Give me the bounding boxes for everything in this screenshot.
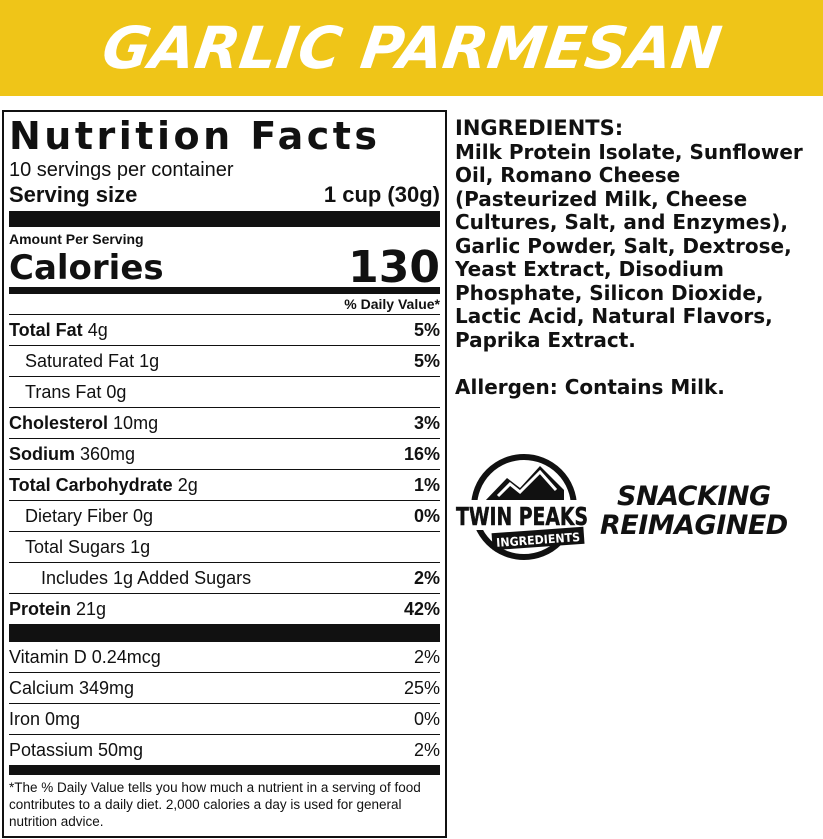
twin-peaks-logo: TWIN PEAKS INGREDIENTS	[454, 454, 590, 560]
nutrient-amount: 21g	[76, 599, 107, 619]
amount-per-serving: Amount Per Serving	[9, 231, 144, 247]
nutrient-name: Total Sugars	[25, 537, 126, 557]
logo-text-2: INGREDIENTS	[496, 530, 581, 550]
tagline-line-1: SNACKING	[617, 481, 771, 512]
servings-per-container: 10 servings per container	[9, 159, 234, 181]
nutrient-name: Sodium	[9, 444, 75, 464]
nutrient-name: Includes 1g Added Sugars	[41, 568, 252, 588]
flavor-title: GARLIC PARMESAN	[97, 14, 726, 82]
nutrient-amount: 10mg	[113, 413, 159, 433]
nutrient-daily-value: 5%	[413, 351, 440, 371]
nutrient-row: Trans Fat 0g	[9, 377, 440, 408]
vitamin-label: Calcium 349mg	[9, 678, 135, 698]
divider-medium	[9, 765, 440, 775]
calories-value: 130	[348, 242, 440, 293]
logo-text-1: TWIN PEAKS	[456, 502, 588, 531]
nutrient-amount: 4g	[87, 320, 108, 340]
nutrient-amount: 2g	[177, 475, 198, 495]
nutrient-amount: 0g	[133, 506, 154, 526]
serving-size-value: 1 cup (30g)	[323, 182, 440, 207]
nutrient-amount: 360mg	[80, 444, 136, 464]
nutrient-label: Total Fat 4g	[9, 315, 108, 345]
calories-label: Calories	[9, 248, 164, 288]
ingredients-heading: INGREDIENTS:	[455, 116, 624, 140]
serving-size: Serving size 1 cup (30g)	[9, 182, 440, 211]
nutrition-title: Nutrition Facts	[9, 114, 381, 158]
vitamin-daily-value: 2%	[413, 740, 440, 760]
nutrient-daily-value: 42%	[403, 599, 440, 619]
nutrient-label: Includes 1g Added Sugars	[9, 563, 251, 593]
vitamin-daily-value: 2%	[413, 647, 440, 667]
vitamin-label: Vitamin D 0.24mcg	[9, 647, 161, 667]
ingredients-text: Milk Protein Isolate, Sunflower Oil, Rom…	[455, 139, 803, 352]
nutrient-name: Cholesterol	[9, 413, 109, 433]
divider-medium	[9, 287, 440, 294]
nutrient-label: Total Sugars 1g	[9, 532, 150, 562]
calories-row: Calories 130	[9, 242, 440, 293]
nutrient-row: Total Carbohydrate 2g 1%	[9, 470, 440, 501]
nutrient-label: Dietary Fiber 0g	[9, 501, 153, 531]
nutrient-row: Protein 21g 42%	[9, 594, 440, 624]
nutrient-name: Trans Fat	[25, 382, 102, 402]
nutrient-row: Includes 1g Added Sugars 2%	[9, 563, 440, 594]
nutrient-label: Trans Fat 0g	[9, 377, 126, 407]
nutrient-name: Dietary Fiber	[25, 506, 129, 526]
vitamin-row: Calcium 349mg 25%	[9, 673, 440, 704]
flavor-banner: GARLIC PARMESAN	[0, 0, 823, 96]
vitamin-row: Iron 0mg 0%	[9, 704, 440, 735]
vitamin-daily-value: 0%	[413, 709, 440, 729]
serving-size-label: Serving size	[9, 182, 138, 207]
tagline: SNACKING REIMAGINED	[600, 482, 788, 540]
nutrient-label: Protein 21g	[9, 594, 106, 624]
nutrition-facts-panel: Nutrition Facts 10 servings per containe…	[2, 110, 447, 838]
tagline-line-2: REIMAGINED	[600, 510, 788, 541]
nutrient-row: Saturated Fat 1g 5%	[9, 346, 440, 377]
divider-thick	[9, 624, 440, 642]
allergen-statement: Allergen: Contains Milk.	[455, 375, 725, 399]
nutrient-daily-value: 1%	[413, 475, 440, 495]
nutrient-row: Sodium 360mg 16%	[9, 439, 440, 470]
vitamin-label: Iron 0mg	[9, 709, 81, 729]
nutrient-row: Total Fat 4g 5%	[9, 315, 440, 346]
nutrient-label: Total Carbohydrate 2g	[9, 470, 198, 500]
daily-value-header: % Daily Value*	[9, 294, 440, 315]
nutrient-daily-value: 3%	[413, 413, 440, 433]
nutrient-daily-value: 0%	[413, 506, 440, 526]
footnote: *The % Daily Value tells you how much a …	[9, 780, 421, 829]
nutrient-daily-value: 16%	[403, 444, 440, 464]
nutrient-amount: 0g	[106, 382, 127, 402]
vitamin-label: Potassium 50mg	[9, 740, 144, 760]
nutrient-amount: 1g	[130, 537, 151, 557]
ingredients-section: INGREDIENTS: Milk Protein Isolate, Sunfl…	[455, 116, 815, 400]
nutrient-row: Cholesterol 10mg 3%	[9, 408, 440, 439]
nutrient-label: Sodium 360mg	[9, 439, 135, 469]
nutrient-daily-value: 5%	[413, 320, 440, 340]
divider-thick	[9, 211, 440, 227]
nutrient-daily-value: 2%	[413, 568, 440, 588]
nutrient-name: Protein	[9, 599, 72, 619]
nutrient-row: Total Sugars 1g	[9, 532, 440, 563]
nutrient-name: Total Carbohydrate	[9, 475, 173, 495]
nutrient-name: Total Fat	[9, 320, 83, 340]
nutrient-row: Dietary Fiber 0g 0%	[9, 501, 440, 532]
nutrient-label: Saturated Fat 1g	[9, 346, 159, 376]
vitamin-row: Potassium 50mg 2%	[9, 735, 440, 765]
nutrient-amount: 1g	[139, 351, 160, 371]
nutrient-name: Saturated Fat	[25, 351, 135, 371]
vitamin-row: Vitamin D 0.24mcg 2%	[9, 642, 440, 673]
nutrient-label: Cholesterol 10mg	[9, 408, 158, 438]
vitamin-daily-value: 25%	[403, 678, 440, 698]
